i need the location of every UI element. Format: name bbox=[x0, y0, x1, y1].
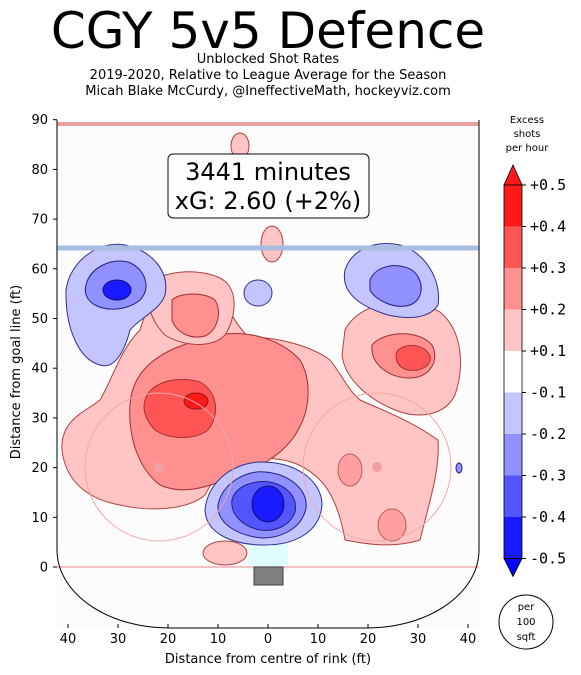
y-tick-label: 0 bbox=[40, 561, 48, 576]
region-red-center-core bbox=[183, 392, 209, 410]
colorbar-label: -0.4 bbox=[530, 508, 566, 526]
unit-badge-line2: 100 bbox=[516, 617, 535, 628]
region-blue-top-center bbox=[243, 279, 273, 307]
colorbar-label: +0.3 bbox=[530, 259, 566, 277]
colorbar-label: -0.1 bbox=[530, 384, 566, 402]
x-tick-label: 10 bbox=[210, 632, 227, 647]
region-pink-lower-right bbox=[337, 453, 363, 487]
y-tick-label: 10 bbox=[31, 511, 48, 526]
x-tick-label: 30 bbox=[410, 632, 427, 647]
colorbar-label: +0.2 bbox=[530, 301, 566, 319]
colorbar-label: -0.3 bbox=[530, 467, 566, 485]
colorbar-segment bbox=[504, 185, 522, 227]
y-tick-label: 50 bbox=[31, 312, 48, 327]
summary-xg: xG: 2.60 (+2%) bbox=[175, 187, 362, 215]
x-tick-label: 0 bbox=[264, 632, 272, 647]
colorbar-label: +0.1 bbox=[530, 342, 566, 360]
x-tick-label: 10 bbox=[310, 632, 327, 647]
summary-minutes: 3441 minutes bbox=[185, 158, 351, 186]
x-axis-ticks: 40 30 20 10 0 10 20 30 40 bbox=[60, 624, 477, 647]
subtitle-season: 2019-2020, Relative to League Average fo… bbox=[89, 68, 447, 83]
unit-badge-line1: per bbox=[518, 602, 536, 613]
region-blue-slot-core bbox=[251, 485, 285, 523]
chart-title: CGY 5v5 Defence bbox=[50, 2, 486, 60]
x-axis-label: Distance from centre of rink (ft) bbox=[165, 652, 371, 667]
colorbar-label: -0.2 bbox=[530, 425, 566, 443]
x-tick-label: 40 bbox=[460, 632, 477, 647]
y-tick-label: 30 bbox=[31, 411, 48, 426]
rink-markings bbox=[57, 122, 479, 586]
colorbar-label: +0.5 bbox=[530, 176, 566, 194]
subtitle-author: Micah Blake McCurdy, @IneffectiveMath, h… bbox=[85, 84, 451, 99]
colorbar-title-line1: Excess bbox=[510, 115, 544, 126]
heatmap-regions bbox=[61, 132, 463, 570]
y-tick-label: 60 bbox=[31, 262, 48, 277]
y-tick-label: 40 bbox=[31, 362, 48, 377]
colorbar: Excess shots per hour +0.5 +0.4 +0.3 +0.2 +0… bbox=[503, 115, 566, 578]
colorbar-top-arrow bbox=[503, 164, 523, 186]
x-tick-label: 20 bbox=[160, 632, 177, 647]
y-tick-label: 70 bbox=[31, 213, 48, 228]
colorbar-frame bbox=[503, 184, 523, 559]
colorbar-segment bbox=[504, 309, 522, 351]
unit-badge-line3: sqft bbox=[517, 632, 536, 643]
colorbar-segment bbox=[504, 392, 522, 434]
colorbar-segment bbox=[504, 475, 522, 517]
colorbar-title-line3: per hour bbox=[506, 143, 550, 154]
faceoff-dot-right bbox=[372, 462, 382, 472]
colorbar-label: -0.5 bbox=[530, 550, 566, 568]
region-pink-lower-left bbox=[377, 508, 407, 542]
subtitle-shot-rates: Unblocked Shot Rates bbox=[196, 52, 340, 67]
summary-box: 3441 minutes xG: 2.60 (+2%) bbox=[167, 153, 370, 219]
goal-net bbox=[253, 566, 284, 586]
colorbar-segment bbox=[504, 517, 522, 559]
y-tick-label: 90 bbox=[31, 113, 48, 128]
colorbar-segment bbox=[504, 434, 522, 476]
region-red-right-core bbox=[395, 344, 431, 371]
colorbar-segment bbox=[504, 226, 522, 268]
region-blue-left-core bbox=[102, 279, 132, 301]
y-axis-label: Distance from goal line (ft) bbox=[9, 285, 24, 459]
colorbar-bottom-arrow bbox=[503, 558, 523, 578]
region-blue-edge bbox=[455, 462, 463, 474]
region-pink-mid bbox=[260, 225, 284, 263]
x-tick-label: 30 bbox=[110, 632, 127, 647]
faceoff-dot-left bbox=[154, 462, 164, 472]
colorbar-title-line2: shots bbox=[514, 129, 541, 140]
colorbar-segment bbox=[504, 268, 522, 310]
y-tick-label: 80 bbox=[31, 163, 48, 178]
x-tick-label: 20 bbox=[360, 632, 377, 647]
colorbar-label: +0.4 bbox=[530, 218, 566, 236]
y-tick-label: 20 bbox=[31, 461, 48, 476]
unit-badge: per 100 sqft bbox=[498, 594, 554, 650]
colorbar-segment bbox=[504, 351, 522, 393]
faceoff-circle-right bbox=[302, 392, 452, 542]
y-axis-ticks: 0 10 20 30 40 50 60 70 80 90 bbox=[31, 113, 57, 576]
region-blue-right-core bbox=[369, 265, 422, 307]
faceoff-circle-left bbox=[84, 392, 234, 542]
region-pink-crease-left bbox=[202, 540, 248, 566]
x-tick-label: 40 bbox=[60, 632, 77, 647]
region-red-upper bbox=[171, 293, 219, 338]
